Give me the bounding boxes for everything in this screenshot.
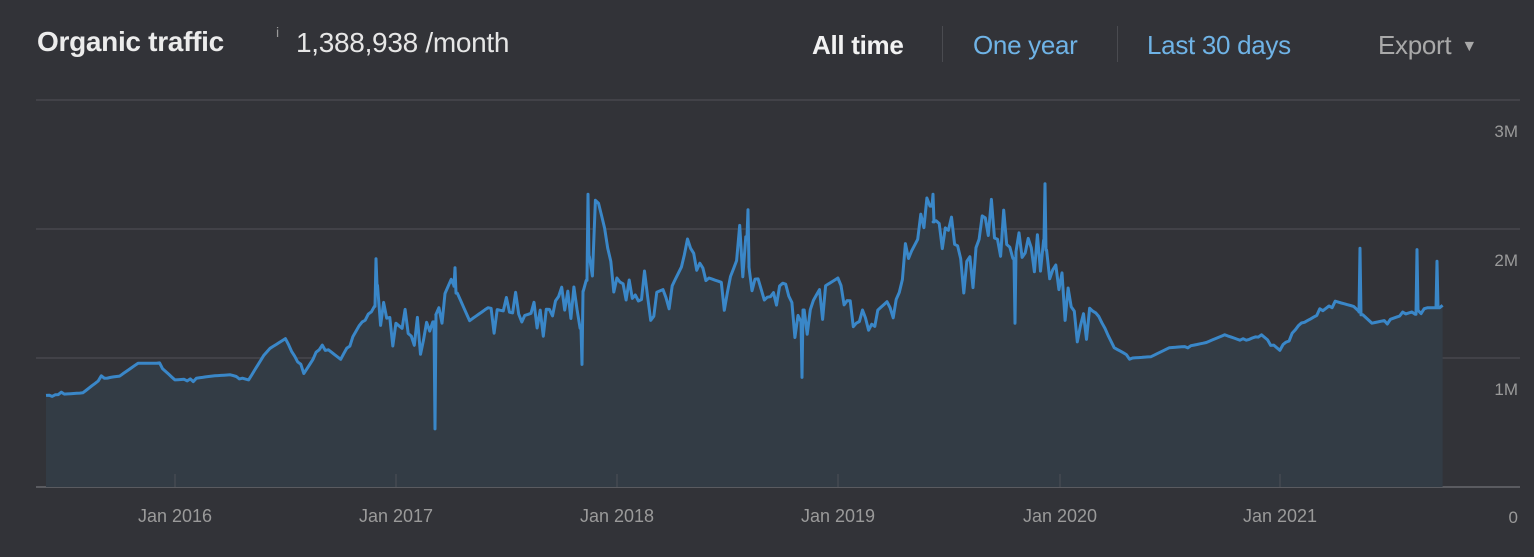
tab-divider <box>942 26 943 62</box>
x-tick-label: Jan 2021 <box>1243 506 1317 526</box>
traffic-area <box>46 183 1443 488</box>
y-tick-label: 2M <box>1494 251 1518 270</box>
metric-value: 1,388,938 /month <box>296 27 510 58</box>
y-tick-label: 1M <box>1494 380 1518 399</box>
chevron-down-icon: ▼ <box>1461 38 1477 55</box>
x-tick-label: Jan 2017 <box>359 506 433 526</box>
y-tick-label: 0 <box>1509 508 1518 527</box>
y-tick-label: 3M <box>1494 122 1518 141</box>
chart-canvas: Jan 2016 Jan 2017 Jan 2018 Jan 2019 Jan 2020… <box>36 99 1520 527</box>
export-label: Export <box>1378 30 1452 60</box>
traffic-line <box>45 182 1444 431</box>
chart-header: Organic traffic i 1,388,938 /month All t… <box>0 0 1534 92</box>
tab-all-time[interactable]: All time <box>812 30 904 60</box>
x-tick-label: Jan 2020 <box>1023 506 1097 526</box>
tab-one-year[interactable]: One year <box>973 30 1078 60</box>
export-button[interactable]: Export ▼ <box>1378 30 1477 61</box>
info-icon[interactable]: i <box>276 24 280 40</box>
y-axis: 0 1M 2M 3M <box>1494 122 1518 527</box>
x-tick-label: Jan 2019 <box>801 506 875 526</box>
tab-divider <box>1117 26 1118 62</box>
chart-title: Organic traffic <box>37 26 224 57</box>
x-tick-label: Jan 2016 <box>138 506 212 526</box>
x-tick-label: Jan 2018 <box>580 506 654 526</box>
traffic-chart[interactable]: Jan 2016 Jan 2017 Jan 2018 Jan 2019 Jan 2020… <box>0 92 1534 552</box>
tab-last-30-days[interactable]: Last 30 days <box>1147 30 1291 60</box>
x-axis: Jan 2016 Jan 2017 Jan 2018 Jan 2019 Jan 2020… <box>138 474 1317 526</box>
